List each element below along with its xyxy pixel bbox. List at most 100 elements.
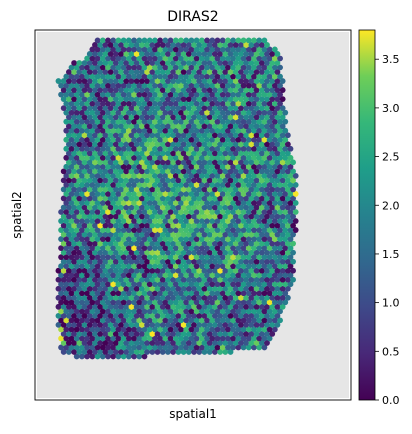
spot-point: [172, 91, 179, 98]
spot-point: [256, 136, 263, 143]
spot-point: [256, 326, 263, 333]
spot-point: [217, 96, 224, 102]
spot-point: [214, 100, 221, 107]
spot-point: [284, 177, 291, 184]
spot-point: [193, 281, 200, 288]
spot-point: [136, 37, 143, 44]
spot-point: [123, 258, 130, 265]
spot-point: [154, 78, 161, 84]
spot-point: [175, 132, 182, 139]
spot-point: [211, 276, 218, 283]
spot-point: [97, 222, 104, 229]
spot-point: [196, 331, 203, 337]
spot-point: [58, 245, 64, 252]
spot-point: [76, 294, 83, 301]
spot-point: [261, 37, 268, 44]
spot-point: [191, 231, 197, 238]
spot-point: [73, 308, 80, 315]
spot-point: [118, 78, 124, 84]
spot-point: [94, 127, 101, 134]
spot-point: [86, 123, 93, 130]
spot-point: [219, 227, 226, 233]
spot-point: [154, 168, 161, 175]
spot-point: [214, 299, 221, 306]
spot-point: [138, 177, 145, 184]
spot-point: [120, 308, 127, 315]
spot-point: [214, 154, 221, 161]
spot-point: [99, 46, 106, 53]
spot-point: [81, 195, 88, 202]
spot-point: [58, 254, 64, 261]
spot-point: [217, 294, 224, 301]
spot-point: [211, 177, 218, 184]
spot-point: [63, 109, 70, 116]
spot-point: [112, 96, 119, 102]
spot-point: [235, 299, 242, 306]
spot-point: [107, 213, 114, 220]
spot-point: [175, 213, 182, 220]
spot-point: [217, 321, 224, 328]
spot-point: [209, 172, 216, 179]
spot-point: [68, 227, 75, 233]
spot-point: [180, 87, 187, 93]
spot-point: [198, 200, 205, 206]
spot-point: [238, 123, 244, 130]
spot-point: [86, 177, 93, 184]
spot-point: [68, 182, 75, 188]
spot-point: [107, 204, 114, 211]
spot-point: [79, 254, 85, 261]
spot-point: [264, 123, 270, 130]
spot-point: [125, 136, 132, 143]
spot-point: [183, 326, 190, 333]
spot-point: [84, 308, 91, 315]
spot-point: [214, 236, 221, 242]
spot-point: [284, 222, 291, 229]
spot-point: [183, 172, 190, 179]
spot-point: [183, 236, 190, 242]
spot-point: [251, 172, 257, 179]
spot-point: [183, 46, 190, 53]
spot-point: [248, 168, 255, 175]
spot-point: [144, 159, 151, 166]
spot-point: [240, 245, 247, 252]
spot-point: [222, 186, 229, 193]
spot-point: [63, 344, 70, 351]
spot-point: [123, 222, 130, 229]
spot-point: [178, 145, 184, 152]
spot-point: [170, 222, 177, 229]
spot-point: [232, 87, 239, 93]
spot-point: [120, 172, 127, 179]
spot-point: [86, 186, 93, 193]
spot-point: [253, 87, 260, 93]
spot-point: [243, 321, 250, 328]
spot-point: [112, 321, 119, 328]
spot-point: [219, 317, 226, 324]
spot-point: [65, 340, 72, 346]
spot-point: [89, 100, 96, 107]
spot-point: [71, 186, 78, 193]
spot-point: [162, 163, 169, 170]
spot-point: [167, 109, 174, 116]
spot-point: [144, 132, 151, 139]
spot-point: [198, 236, 205, 242]
spot-point: [264, 132, 270, 139]
spot-point: [152, 91, 158, 98]
spot-point: [97, 114, 104, 121]
spot-point: [284, 141, 291, 148]
spot-point: [112, 123, 119, 130]
spot-point: [191, 114, 197, 121]
spot-point: [232, 60, 239, 66]
spot-point: [149, 240, 156, 247]
spot-point: [123, 141, 130, 148]
spot-point: [97, 150, 104, 157]
spot-point: [141, 64, 148, 71]
spot-point: [277, 254, 283, 261]
spot-point: [76, 213, 83, 220]
spot-point: [159, 132, 166, 139]
spot-point: [196, 42, 203, 48]
spot-point: [243, 42, 250, 48]
spot-point: [198, 308, 205, 315]
spot-point: [282, 236, 289, 242]
spot-point: [243, 231, 250, 238]
spot-point: [204, 154, 210, 161]
